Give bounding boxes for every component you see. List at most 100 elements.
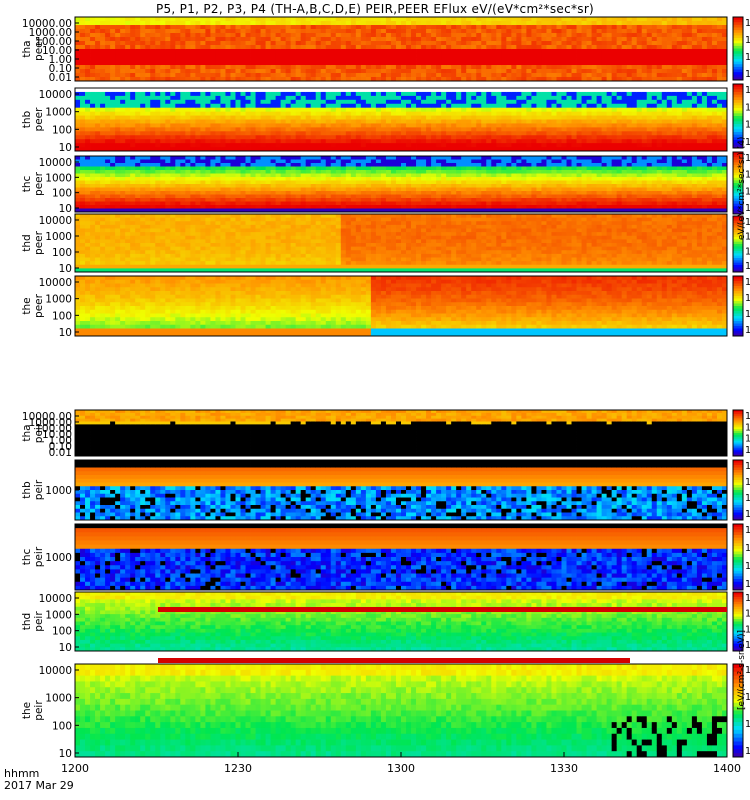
y-tick-label: 10000	[39, 215, 72, 227]
y-tick-label: 1.00	[49, 435, 72, 447]
y-axis-label: thb	[21, 110, 33, 128]
y-tick-label: 100	[52, 310, 72, 322]
y-axis-label: thd	[21, 613, 33, 630]
colorbar-tick-label: 10²	[745, 445, 750, 456]
colorbar-thc-peir: 10² 10⁴ 10⁶ 10⁸	[732, 523, 750, 591]
colorbar-tick-label: 10⁴	[745, 624, 750, 635]
spectrogram-panel-the-peir: 10000 1000 100 10 the peir	[21, 663, 728, 760]
colorbar-tick-label: 10⁴	[745, 246, 750, 257]
colorbar-tick-label: 10²	[745, 325, 750, 336]
y-tick-label: 0.01	[49, 72, 72, 84]
x-tick-label: 1400	[713, 762, 741, 775]
y-tick-label: 0.10	[49, 441, 72, 453]
date-label: 2017 Mar 29	[4, 779, 74, 792]
spectrogram-panel-the-peer: 10000 1000 100 10 the peer	[21, 275, 728, 339]
y-tick-label: 10.00	[42, 45, 72, 57]
colorbar-tick-label: 10²	[745, 203, 750, 214]
y-tick-label: 10	[59, 203, 72, 215]
y-tick-label: 10000	[39, 665, 72, 677]
y-axis-label: peer	[33, 293, 45, 318]
colorbar-tick-label: 10⁸	[745, 217, 750, 228]
colorbar-tick-label: 10⁶	[745, 102, 750, 113]
panel-frame	[74, 275, 728, 337]
y-tick-label: 1000	[45, 552, 72, 564]
y-tick-label: 1000	[45, 107, 72, 119]
y-axis-label: thd	[21, 234, 33, 251]
y-tick-label: 100	[52, 247, 72, 259]
y-tick-label: 0.10	[49, 63, 72, 75]
colorbar-tick-label: 10⁴	[745, 493, 750, 504]
y-tick-label: 100	[52, 188, 72, 200]
y-tick-label: 100.00	[35, 36, 72, 48]
colorbar-tick-label: 10⁴	[745, 434, 750, 445]
colorbar-tick-label: 10⁸	[745, 18, 750, 29]
y-tick-label: 10000.00	[22, 18, 72, 30]
y-axis-label: tha	[21, 424, 33, 441]
colorbar-tick-label: 10²	[745, 640, 750, 651]
colorbar-tick-label: 10⁶	[745, 35, 750, 46]
x-tick-label: 1230	[224, 762, 252, 775]
colorbar-tick-label: 10⁴	[745, 52, 750, 63]
y-tick-label: 1000	[45, 485, 72, 497]
y-axis-label: peer	[33, 107, 45, 132]
colorbar-tick-label: 10⁴	[745, 186, 750, 197]
y-tick-label: 10	[59, 642, 72, 654]
y-tick-label: 1000.00	[29, 417, 72, 429]
panel-frame	[74, 213, 728, 273]
y-axis-label: peir	[33, 422, 45, 443]
colorbar-tick-label: 10²	[745, 509, 750, 520]
colorbar-tick-label: 10⁶	[745, 609, 750, 620]
colorbar-thb-peir: 10² 10⁴ 10⁶ 10⁸	[732, 459, 750, 521]
colorbar-the-peer: 10² 10⁴ 10⁶ 10⁸	[732, 275, 750, 337]
y-tick-label: 10	[59, 142, 72, 154]
y-tick-label: 10000	[39, 593, 72, 605]
y-axis-label: the	[21, 297, 33, 314]
y-axis-label: thb	[21, 481, 33, 499]
y-tick-label: 1.00	[49, 54, 72, 66]
y-axis-label: peer	[33, 36, 45, 61]
panel-frame	[74, 16, 728, 82]
separator-bar	[158, 658, 630, 663]
spectrogram-panel-thd-peir: 10000 1000 100 10 thd peir	[21, 591, 728, 654]
colorbar-tick-label: 10⁶	[745, 422, 750, 433]
colorbar-tick-label: 10⁸	[745, 525, 750, 536]
y-axis-label: tha	[21, 40, 33, 57]
y-tick-label: 1000.00	[29, 27, 72, 39]
y-tick-label: 10000	[39, 89, 72, 101]
colorbar-thd-peer: 10² 10⁴ 10⁶ 10⁸	[732, 215, 750, 273]
colorbar-tha-peir: 10²10⁴10⁶10⁸	[732, 409, 750, 457]
x-tick-label: 1300	[387, 762, 415, 775]
colorbar-tick-label: 10⁸	[745, 593, 750, 604]
y-tick-label: 10	[59, 748, 72, 760]
colorbar-tick-label: 10⁸	[745, 461, 750, 472]
y-axis-label: peer	[33, 230, 45, 255]
y-tick-label: 10000.00	[22, 411, 72, 423]
y-tick-label: 10000	[39, 157, 72, 169]
y-axis-label: peir	[33, 611, 45, 632]
y-tick-label: 10000	[39, 277, 72, 289]
colorbar-tick-label: 10⁶	[745, 543, 750, 554]
y-axis-label: thc	[21, 549, 33, 566]
colorbar-tick-label: 10⁸	[745, 411, 750, 422]
colorbar-unit-label: [eV/(cm²-s-sr-eV)]	[737, 630, 747, 710]
separator-bar	[158, 607, 727, 612]
colorbar-tick-label: 10⁶	[745, 477, 750, 488]
spectrogram-panel-thd-peer: 10000 1000 100 10 thd peer	[21, 213, 728, 275]
y-tick-label: 100	[52, 720, 72, 732]
colorbar-tick-label: 10²	[745, 261, 750, 272]
y-axis-label: peir	[33, 546, 45, 567]
spectrogram-panel-thb-peer: 10000 1000 100 10 thb peer	[21, 87, 728, 154]
y-axis-label: peir	[33, 700, 45, 721]
y-tick-label: 100.00	[35, 423, 72, 435]
panel-frame	[74, 155, 728, 213]
colorbar-tick-label: 10²	[745, 137, 750, 148]
colorbar-tick-label: 10⁸	[745, 153, 750, 164]
colorbar-the-peir: 10² 10⁴ 10⁶ 10⁸	[732, 663, 750, 758]
colorbar-unit-overlap-label: eV/(eV*cm²*sec*sr) (4)	[737, 137, 747, 240]
colorbar-tick-label: 10⁶	[745, 170, 750, 181]
colorbar-tick-label: 10⁴	[745, 309, 750, 320]
panel-frame	[74, 409, 728, 457]
